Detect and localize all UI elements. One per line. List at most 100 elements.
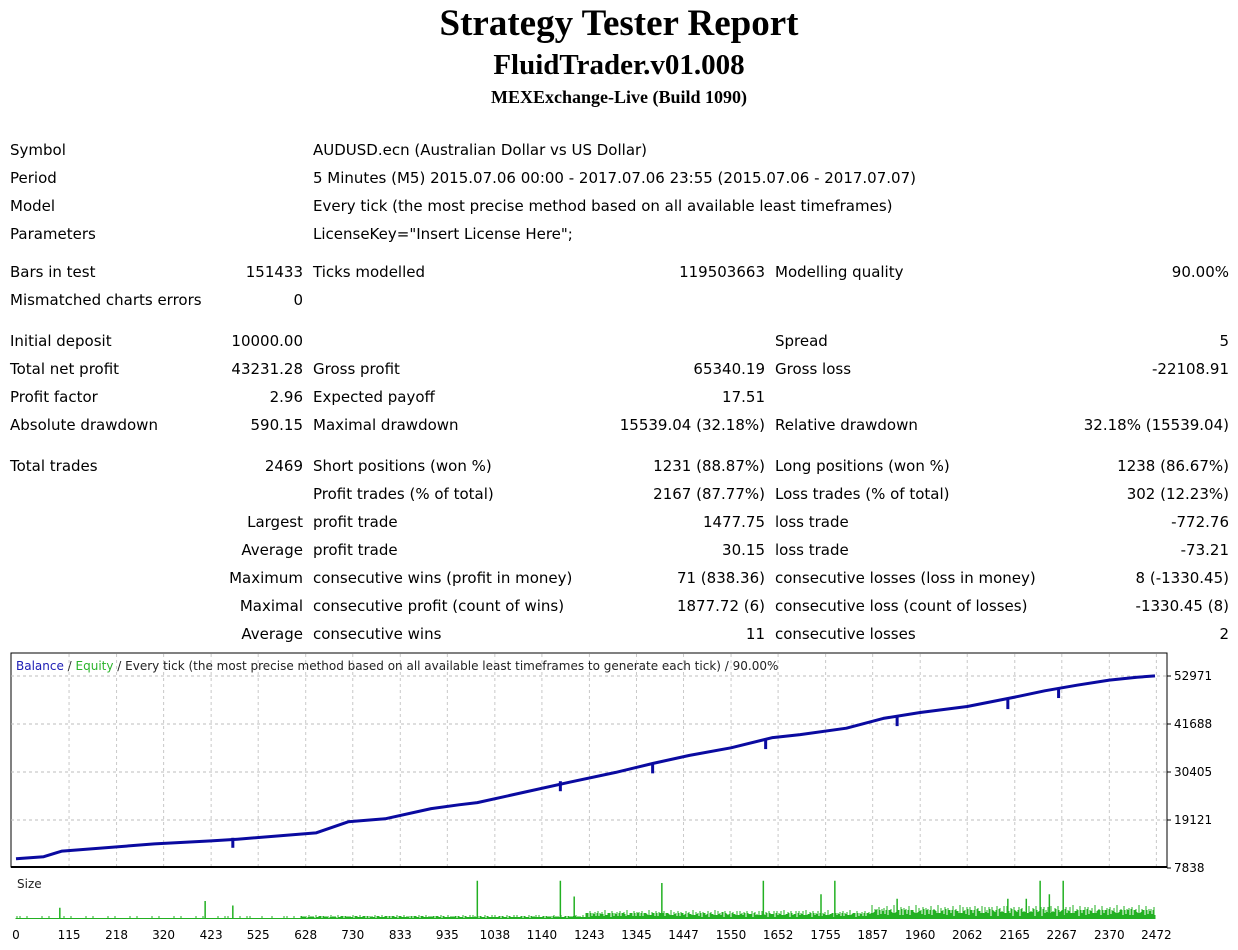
trade-row-label-1: consecutive wins	[313, 625, 442, 643]
trade-row-value-1: 30.15	[722, 541, 765, 559]
server-name: MEXExchange-Live (Build 1090)	[490, 87, 747, 107]
spread-value: 5	[1219, 332, 1229, 350]
gross-profit-value: 65340.19	[693, 360, 765, 378]
expected-payoff-label: Expected payoff	[313, 388, 435, 406]
trade-row-label-2: consecutive loss (count of losses)	[775, 597, 1028, 615]
size-volume-bars	[15, 880, 1156, 919]
chart-frame	[10, 652, 1168, 868]
chart-grid	[11, 654, 1167, 866]
parameters-value: LicenseKey="Insert License Here";	[313, 225, 573, 243]
profit-trades-value: 2167 (87.77%)	[653, 485, 765, 503]
x-tick-label: 2267	[1047, 928, 1078, 942]
x-tick-label: 2165	[999, 928, 1030, 942]
maximal-drawdown-value: 15539.04 (32.18%)	[619, 416, 765, 434]
x-tick-label: 833	[389, 928, 412, 942]
trade-row-value-2: 2	[1219, 625, 1229, 643]
model-label: Model	[10, 197, 56, 215]
x-tick-label: 1960	[905, 928, 936, 942]
relative-drawdown-value: 32.18% (15539.04)	[1083, 416, 1229, 434]
y-tick-label: 7838	[1174, 861, 1205, 875]
x-tick-label: 0	[12, 928, 20, 942]
ticks-modelled-label: Ticks modelled	[313, 263, 426, 281]
initial-deposit-value: 10000.00	[231, 332, 303, 350]
bars-in-test-label: Bars in test	[10, 263, 96, 281]
balance-chart: 52971 41688 30405 19121 7838 0 115 218 320 423 52…	[10, 652, 1212, 942]
trade-row-value-1: 71 (838.36)	[676, 569, 765, 587]
modelling-quality-value: 90.00%	[1171, 263, 1229, 281]
period-value: 5 Minutes (M5) 2015.07.06 00:00 - 2017.0…	[313, 169, 916, 187]
expert-name: FluidTrader.v01.008	[493, 49, 745, 81]
relative-drawdown-label: Relative drawdown	[775, 416, 918, 434]
chart-legend: Balance / Equity / Every tick (the most …	[16, 659, 778, 673]
total-net-profit-value: 43231.28	[231, 360, 303, 378]
y-tick-label: 41688	[1174, 717, 1212, 731]
long-positions-value: 1238 (86.67%)	[1117, 457, 1229, 475]
short-positions-label: Short positions (won %)	[313, 457, 492, 475]
mismatched-value: 0	[293, 291, 303, 309]
gross-profit-label: Gross profit	[313, 360, 400, 378]
x-tick-label: 1140	[527, 928, 558, 942]
modelling-quality-label: Modelling quality	[775, 263, 904, 281]
x-tick-label: 1447	[668, 928, 699, 942]
loss-trades-label: Loss trades (% of total)	[775, 485, 950, 503]
short-positions-value: 1231 (88.87%)	[653, 457, 765, 475]
trade-row-label-1: profit trade	[313, 513, 398, 531]
expected-payoff-value: 17.51	[722, 388, 765, 406]
x-tick-label: 935	[436, 928, 459, 942]
trade-row-value-2: -73.21	[1180, 541, 1229, 559]
trade-row-value-2: 8 (-1330.45)	[1135, 569, 1229, 587]
x-tick-label: 1038	[480, 928, 511, 942]
balance-line	[15, 674, 1156, 861]
y-tick-label: 30405	[1174, 765, 1212, 779]
trade-row-value-2: -772.76	[1171, 513, 1229, 531]
x-tick-label: 2472	[1141, 928, 1172, 942]
x-tick-label: 1243	[574, 928, 605, 942]
loss-trades-value: 302 (12.23%)	[1126, 485, 1229, 503]
trade-row-value-1: 11	[745, 625, 765, 643]
period-label: Period	[10, 169, 57, 187]
x-tick-label: 218	[105, 928, 128, 942]
x-tick-label: 2062	[952, 928, 983, 942]
parameters-label: Parameters	[10, 225, 96, 243]
x-tick-label: 730	[341, 928, 364, 942]
gross-loss-value: -22108.91	[1152, 360, 1229, 378]
trade-row-value-1: 1877.72 (6)	[676, 597, 765, 615]
trade-row-label-1: profit trade	[313, 541, 398, 559]
trade-row-prefix: Largest	[247, 513, 303, 531]
x-tick-label: 1345	[621, 928, 652, 942]
legend-balance: Balance	[16, 659, 64, 673]
profit-factor-label: Profit factor	[10, 388, 98, 406]
spread-label: Spread	[775, 332, 828, 350]
trade-row-value-2: -1330.45 (8)	[1135, 597, 1229, 615]
absolute-drawdown-label: Absolute drawdown	[10, 416, 158, 434]
y-axis-labels: 52971 41688 30405 19121 7838	[1167, 669, 1212, 875]
total-net-profit-label: Total net profit	[10, 360, 120, 378]
trade-row-label-1: consecutive wins (profit in money)	[313, 569, 573, 587]
legend-separator: /	[64, 659, 76, 673]
trade-row-label-2: consecutive losses	[775, 625, 916, 643]
symbol-value: AUDUSD.ecn (Australian Dollar vs US Doll…	[313, 141, 648, 159]
profit-trades-label: Profit trades (% of total)	[313, 485, 494, 503]
trade-row-label-2: loss trade	[775, 541, 849, 559]
gross-loss-label: Gross loss	[775, 360, 852, 378]
initial-deposit-label: Initial deposit	[10, 332, 112, 350]
trade-row-label-1: consecutive profit (count of wins)	[313, 597, 565, 615]
symbol-label: Symbol	[10, 141, 66, 159]
x-tick-label: 1857	[857, 928, 888, 942]
profit-factor-value: 2.96	[269, 388, 303, 406]
x-axis-labels: 0 115 218 320 423 525 628 730 833 935 1038 1140 1243…	[12, 928, 1171, 942]
x-tick-label: 628	[294, 928, 317, 942]
model-value: Every tick (the most precise method base…	[313, 197, 893, 215]
trade-row-prefix: Average	[241, 541, 303, 559]
x-tick-label: 1652	[763, 928, 794, 942]
long-positions-label: Long positions (won %)	[775, 457, 950, 475]
legend-equity: Equity	[76, 659, 114, 673]
size-label: Size	[17, 877, 42, 891]
y-tick-label: 52971	[1174, 669, 1212, 683]
mismatched-label: Mismatched charts errors	[10, 291, 202, 309]
x-tick-label: 115	[58, 928, 81, 942]
x-tick-label: 2370	[1094, 928, 1125, 942]
legend-description: / Every tick (the most precise method ba…	[113, 659, 778, 673]
absolute-drawdown-value: 590.15	[250, 416, 304, 434]
y-tick-label: 19121	[1174, 813, 1212, 827]
